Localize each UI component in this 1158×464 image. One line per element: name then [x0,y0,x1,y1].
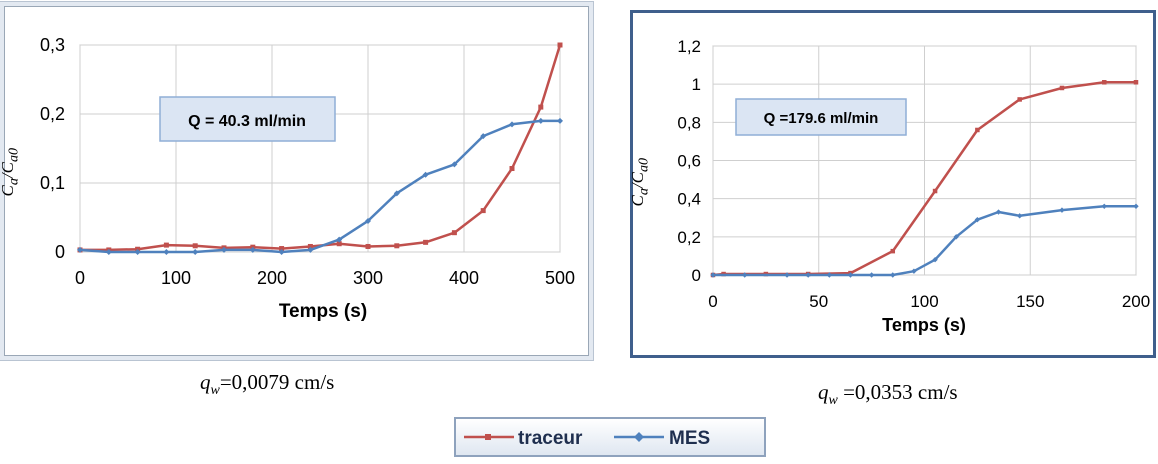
y-axis-label-right: Ca/Ca0 [628,157,652,207]
point-traceur-right [890,248,896,254]
chart-right-svg: 0 50 100 150 200 0 0,2 0,4 0,6 0,8 1 1,2 Q =179.6 ml… [677,37,1150,335]
point-mes-left [336,236,343,243]
chart-panel-left: 0 100 200 300 400 500 0 0,1 0,2 0,3 Q = 40.3 ml/mi… [4,6,589,356]
flow-rate-annotation-left: Q = 40.3 ml/min [188,113,306,130]
point-mes-right [974,216,981,223]
point-traceur-right [1059,85,1065,91]
x-tick-label-right: 200 [1122,292,1150,311]
x-tick-label-left: 400 [449,268,479,288]
point-mes-left [509,121,515,128]
x-tick-label-right: 150 [1016,292,1044,311]
point-traceur-left [557,42,563,48]
flow-rate-box-right [735,98,907,136]
point-mes-left [537,117,544,124]
flow-caption-right: qw =0,0353 cm/s [818,380,958,409]
point-mes-right [995,209,1002,215]
y-tick-label-left: 0 [55,242,65,262]
y-tick-label-right: 0,8 [677,113,701,132]
point-mes-right [710,272,716,278]
point-mes-right [868,272,875,278]
chart-left-svg: 0 100 200 300 400 500 0 0,1 0,2 0,3 Q = 40.3 ml/mi… [40,35,575,322]
point-traceur-right [1102,80,1107,85]
point-traceur-left [365,243,371,249]
point-mes-left [249,246,256,253]
x-tick-label-left: 500 [545,268,575,288]
point-traceur-right [1017,97,1022,102]
legend-marker-mes [634,432,644,442]
point-mes-left [365,217,371,224]
y-tick-label-left: 0,3 [40,35,65,55]
x-axis-label-left: Temps (s) [279,301,367,322]
legend-label-traceur: traceur [518,428,583,449]
point-mes-left [192,249,199,255]
point-mes-right [932,257,938,263]
legend-marker-traceur [485,434,491,440]
y-tick-label-right: 0,4 [677,190,701,209]
chart-legend: traceur MES [454,417,766,457]
flow-rate-annotation-right: Q =179.6 ml/min [764,110,879,127]
point-mes-left [105,249,112,255]
x-tick-label-right: 100 [910,292,938,311]
point-traceur-left [538,104,544,110]
y-tick-label-right: 0,6 [677,152,701,171]
point-mes-right [1101,203,1107,209]
x-tick-label-left: 300 [353,268,383,288]
point-traceur-left [192,243,198,249]
chart-panel-right: 0 50 100 150 200 0 0,2 0,4 0,6 0,8 1 1,2 Q =179.6 ml… [630,10,1156,358]
series-line-mes-left [79,119,560,254]
point-traceur-right [1133,80,1139,85]
x-tick-label-right: 0 [708,292,717,311]
flow-caption-left: qw=0,0079 cm/s [200,370,334,399]
point-traceur-left [423,239,429,245]
y-axis-label-left: Ca/Ca0 [0,147,22,197]
y-tick-label-left: 0,1 [40,173,65,193]
y-tick-label-left: 0,2 [40,104,65,124]
point-mes-left [393,190,400,197]
point-mes-left [163,249,170,255]
point-traceur-left [394,243,400,249]
legend-svg: traceur MES [464,428,710,449]
plot-area-left [79,44,561,253]
x-tick-label-left: 0 [75,268,85,288]
y-tick-label-right: 0,2 [677,228,701,247]
point-traceur-left [451,230,457,236]
legend-label-mes: MES [669,428,710,449]
point-mes-left [480,133,487,140]
point-mes-left [221,246,227,253]
y-tick-label-right: 0 [692,266,701,285]
point-mes-left [77,246,83,253]
point-mes-left [307,246,314,253]
point-traceur-left [307,243,313,249]
point-traceur-left [480,208,486,214]
point-traceur-left [509,166,515,172]
caption-value-left: =0,0079 cm/s [219,370,335,394]
point-mes-right [890,272,896,278]
x-axis-label-right: Temps (s) [882,315,966,335]
point-traceur-right [975,127,980,133]
y-tick-label-right: 1 [692,75,701,94]
caption-value-right: =0,0353 cm/s [837,380,958,404]
caption-var-left: q [200,370,211,394]
y-tick-label-right: 1,2 [677,37,701,56]
point-traceur-left [163,242,169,248]
caption-var-right: q [818,380,829,404]
point-mes-right [1133,203,1139,209]
point-mes-left [134,249,141,255]
x-tick-label-left: 200 [257,268,287,288]
point-traceur-left [279,246,285,252]
point-mes-left [422,171,429,178]
point-traceur-left [336,241,342,247]
point-mes-left [557,117,563,124]
x-tick-label-right: 50 [809,292,828,311]
point-mes-right [953,234,959,240]
caption-sub-left: w [210,383,220,399]
point-mes-left [451,161,458,168]
point-mes-left [278,249,285,255]
caption-sub-right: w [828,393,838,409]
flow-rate-box-left [159,96,336,142]
point-traceur-right [932,188,938,194]
x-tick-label-left: 100 [161,268,191,288]
